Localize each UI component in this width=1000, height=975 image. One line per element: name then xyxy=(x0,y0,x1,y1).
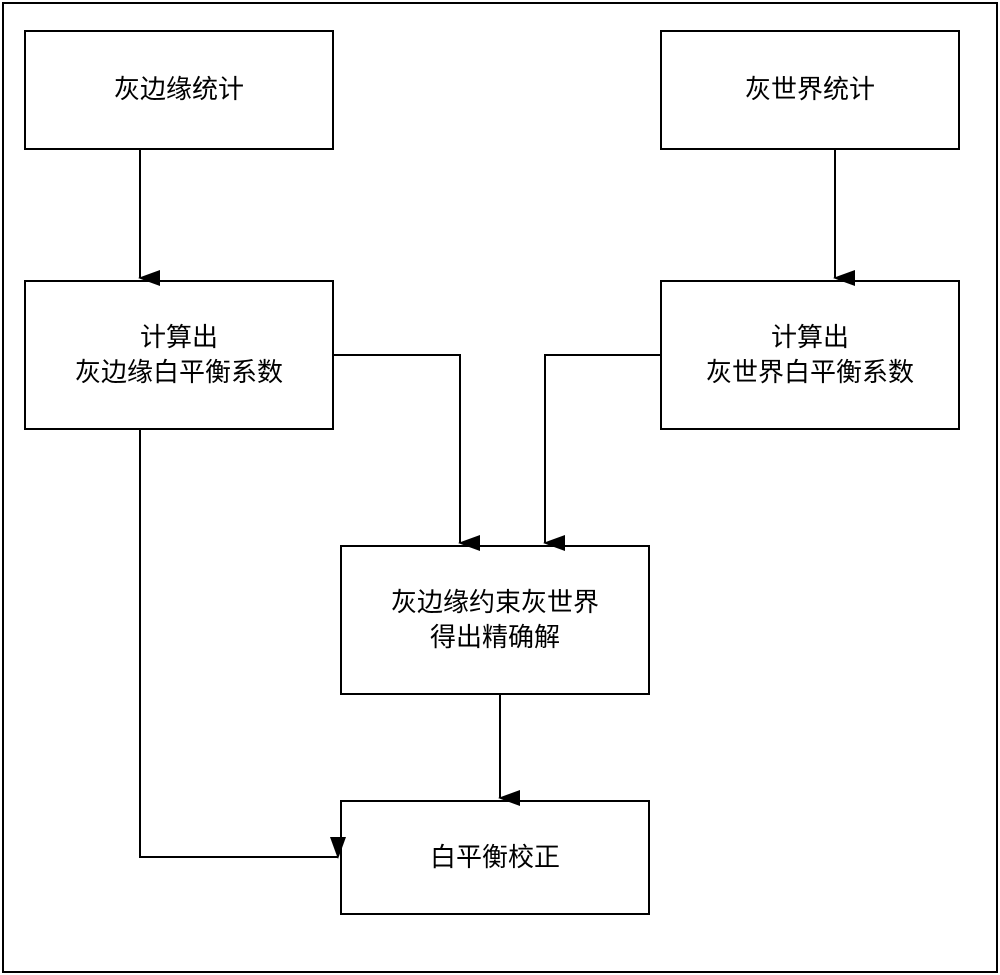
node-label-line1: 计算出 xyxy=(771,320,849,355)
node-constrain-solution: 灰边缘约束灰世界 得出精确解 xyxy=(340,545,650,695)
diagram-canvas: 灰边缘统计 灰世界统计 计算出 灰边缘白平衡系数 计算出 灰世界白平衡系数 灰边… xyxy=(0,0,1000,975)
node-wb-correction: 白平衡校正 xyxy=(340,800,650,915)
node-label-line1: 灰边缘约束灰世界 xyxy=(391,585,599,620)
node-label-line1: 计算出 xyxy=(140,320,218,355)
node-calc-gray-world-coef: 计算出 灰世界白平衡系数 xyxy=(660,280,960,430)
node-label-line2: 灰世界白平衡系数 xyxy=(706,355,914,390)
node-label: 灰边缘统计 xyxy=(114,72,244,107)
node-label-line2: 灰边缘白平衡系数 xyxy=(75,355,283,390)
node-gray-edge-stats: 灰边缘统计 xyxy=(24,30,334,150)
node-calc-gray-edge-coef: 计算出 灰边缘白平衡系数 xyxy=(24,280,334,430)
node-label: 白平衡校正 xyxy=(430,840,560,875)
node-label: 灰世界统计 xyxy=(745,72,875,107)
node-label-line2: 得出精确解 xyxy=(430,620,560,655)
node-gray-world-stats: 灰世界统计 xyxy=(660,30,960,150)
